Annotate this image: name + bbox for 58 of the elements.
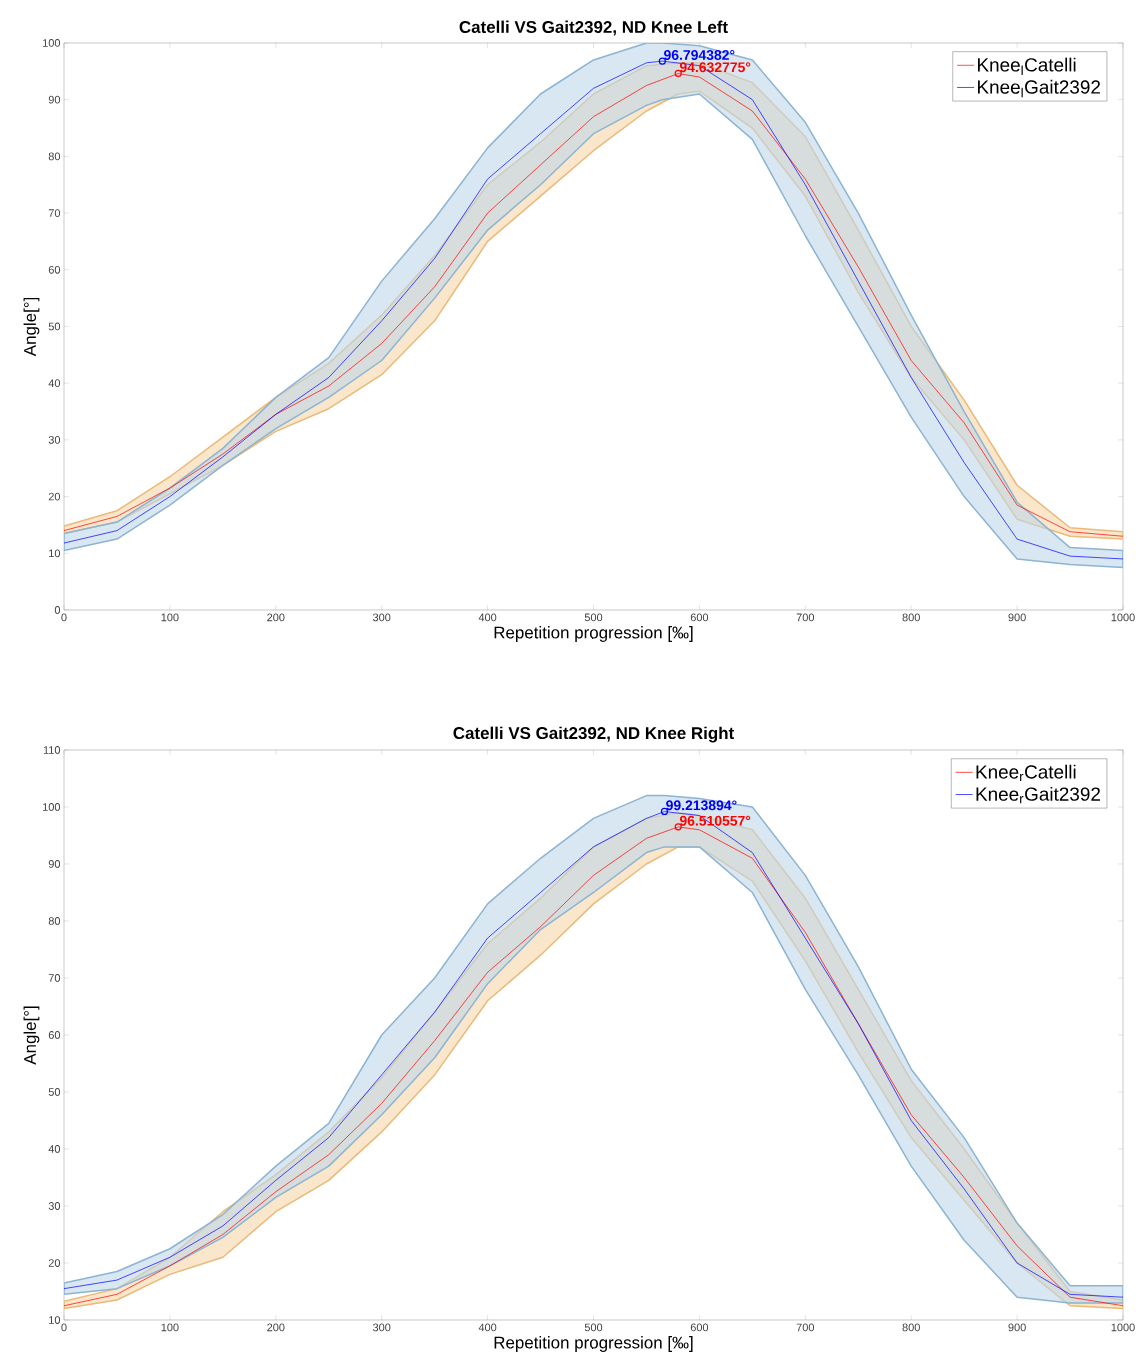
annotation: 99.213894° <box>666 800 737 811</box>
y-tick-label: 20 <box>48 492 61 501</box>
legend-label: Knee$_{l}$Gait2392 <box>978 79 1100 98</box>
y-tick-label: 50 <box>48 322 61 331</box>
annotation: 94.632775° <box>679 62 751 73</box>
y-tick-label: 80 <box>48 917 61 925</box>
legend-label: Knee$_{r}$Gait2392 <box>976 786 1100 804</box>
y-tick-label: 90 <box>48 95 61 104</box>
y-tick-label: 100 <box>43 803 61 811</box>
chart-title: Catelli VS Gait2392, ND Knee Right <box>453 726 734 743</box>
legend-label: Knee$_{r}$Catelli <box>976 764 1076 782</box>
x-tick-label: 900 <box>1008 613 1026 622</box>
x-tick-label: 700 <box>796 1323 815 1332</box>
x-tick-label: 600 <box>690 1323 709 1332</box>
y-axis-title: Angle[°] <box>23 297 40 357</box>
x-tick-label: 500 <box>584 613 603 622</box>
x-tick-label: 400 <box>478 613 497 622</box>
y-tick-label: 20 <box>48 1259 61 1267</box>
x-tick-label: 200 <box>267 613 285 622</box>
x-tick-label: 100 <box>161 613 179 622</box>
y-tick-label: 80 <box>48 152 61 161</box>
x-tick-label: 500 <box>584 1323 603 1332</box>
annotation: 96.510557° <box>679 815 751 826</box>
y-tick-label: 40 <box>48 379 61 388</box>
y-tick-label: 10 <box>49 549 61 558</box>
x-tick-label: 700 <box>796 613 815 622</box>
y-tick-label: 100 <box>43 39 61 47</box>
x-tick-label: 800 <box>902 1323 920 1332</box>
y-tick-label: 90 <box>48 860 61 868</box>
y-tick-label: 60 <box>48 265 61 274</box>
y-tick-label: 40 <box>48 1145 61 1153</box>
x-tick-label: 200 <box>267 1323 285 1332</box>
y-tick-label: 70 <box>48 974 61 982</box>
y-axis-title: Angle[°] <box>23 1006 40 1065</box>
x-tick-label: 1000 <box>1111 1323 1135 1332</box>
y-tick-label: 10 <box>49 1316 61 1324</box>
y-tick-label: 50 <box>48 1088 61 1096</box>
x-tick-label: 0 <box>61 1323 67 1332</box>
x-tick-label: 300 <box>372 613 391 622</box>
y-tick-label: 60 <box>48 1031 61 1039</box>
legend-label: Knee$_{l}$Catelli <box>978 57 1076 76</box>
annotation: 96.794382° <box>664 50 735 60</box>
y-tick-label: 0 <box>54 606 61 614</box>
x-tick-label: 400 <box>478 1323 497 1332</box>
chart-title: Catelli VS Gait2392, ND Knee Left <box>459 20 728 36</box>
y-tick-label: 30 <box>48 1202 61 1210</box>
x-tick-label: 800 <box>902 613 920 622</box>
x-tick-label: 100 <box>161 1323 179 1332</box>
x-tick-label: 600 <box>690 613 709 622</box>
x-axis-title: Repetition progression [‰] <box>494 626 693 642</box>
y-tick-label: 30 <box>48 436 61 444</box>
y-tick-label: 110 <box>43 746 61 754</box>
x-tick-label: 900 <box>1008 1323 1026 1332</box>
x-tick-label: 300 <box>372 1323 391 1332</box>
y-tick-label: 70 <box>48 209 61 217</box>
x-axis-title: Repetition progression [‰] <box>494 1336 693 1352</box>
x-tick-label: 0 <box>61 613 67 622</box>
x-tick-label: 1000 <box>1111 613 1135 622</box>
